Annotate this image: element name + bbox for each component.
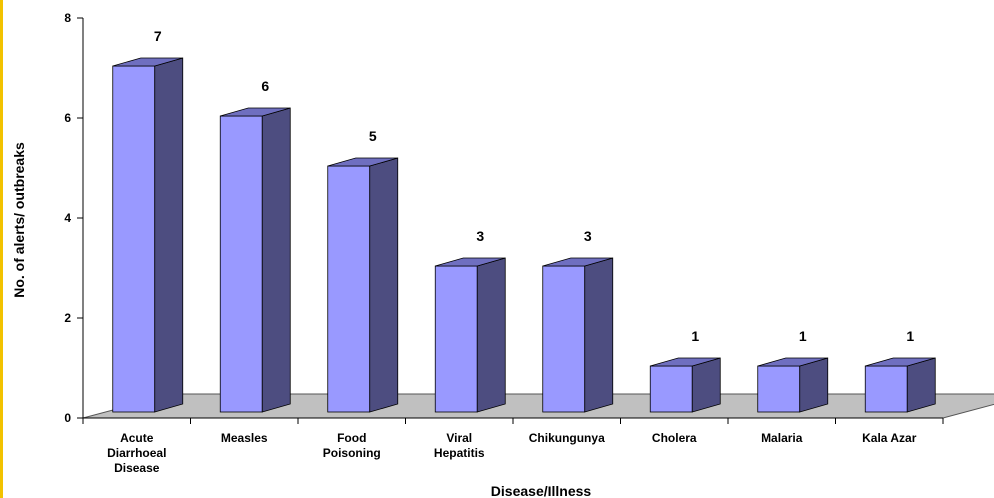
bar-front-face (219, 115, 263, 413)
x-axis-title: Disease/Illness (491, 483, 592, 498)
bar-front-face (649, 365, 693, 413)
y-tick-label: 8 (64, 11, 71, 25)
y-tick-label: 6 (64, 111, 71, 125)
y-axis: 0 2 4 6 8 (64, 11, 944, 425)
bar-side-face (154, 57, 184, 413)
x-tick-label: Measles (221, 431, 268, 445)
bars: 7 6 5 3 3 1 1 1 (112, 28, 936, 413)
bar-side-face (584, 257, 614, 413)
bar-side-face (369, 157, 399, 413)
y-axis-title: No. of alerts/ outbreaks (11, 142, 27, 298)
frame-left-border (0, 0, 3, 498)
bar-top-face (327, 157, 398, 167)
x-tick-label: Chikungunya (529, 431, 605, 445)
y-tick-label: 0 (64, 411, 71, 425)
bar-top-face (435, 257, 506, 267)
bar-value-label: 1 (691, 328, 699, 344)
x-tick-label: Cholera (652, 431, 697, 445)
floor-plane (82, 393, 994, 419)
bar-value-label: 3 (584, 228, 592, 244)
bar-top-face (650, 357, 721, 367)
bar: 5 (327, 128, 399, 413)
bar: 7 (112, 28, 184, 413)
bar-top-face (542, 257, 613, 267)
bar-value-label: 1 (799, 328, 807, 344)
chart-floor (82, 393, 994, 419)
bar: 1 (757, 328, 829, 413)
bar-top-face (865, 357, 936, 367)
x-tick-label: Malaria (761, 431, 803, 445)
bar-front-face (112, 65, 156, 413)
bar: 6 (219, 78, 291, 413)
x-tick-label: Food Poisoning (323, 431, 381, 460)
x-tick-label: Viral Hepatitis (434, 431, 485, 460)
bar: 1 (649, 328, 721, 413)
x-tick-label: Kala Azar (862, 431, 917, 445)
bar-top-face (220, 107, 291, 117)
bar-side-face (476, 257, 506, 413)
bar-front-face (434, 265, 478, 413)
bar-front-face (327, 165, 371, 413)
y-tick-label: 4 (64, 211, 71, 225)
x-tick-label: Acute Diarrhoeal Disease (107, 431, 166, 475)
bar: 1 (864, 328, 936, 413)
bar-side-face (261, 107, 291, 413)
category-labels: Acute Diarrhoeal Disease Measles Food Poisoni… (107, 431, 917, 475)
bar: 3 (434, 228, 506, 413)
bar-value-label: 7 (154, 28, 162, 44)
bar-value-label: 1 (906, 328, 914, 344)
bar-top-face (757, 357, 828, 367)
bar-front-face (542, 265, 586, 413)
bar-side-face (906, 357, 936, 413)
bar-front-face (757, 365, 801, 413)
bar-side-face (799, 357, 829, 413)
bar-value-label: 5 (369, 128, 377, 144)
y-tick-label: 2 (64, 311, 71, 325)
bar-side-face (691, 357, 721, 413)
bar: 3 (542, 228, 614, 413)
bar-value-label: 6 (261, 78, 269, 94)
bar-value-label: 3 (476, 228, 484, 244)
bar-front-face (864, 365, 908, 413)
bar-top-face (112, 57, 183, 67)
